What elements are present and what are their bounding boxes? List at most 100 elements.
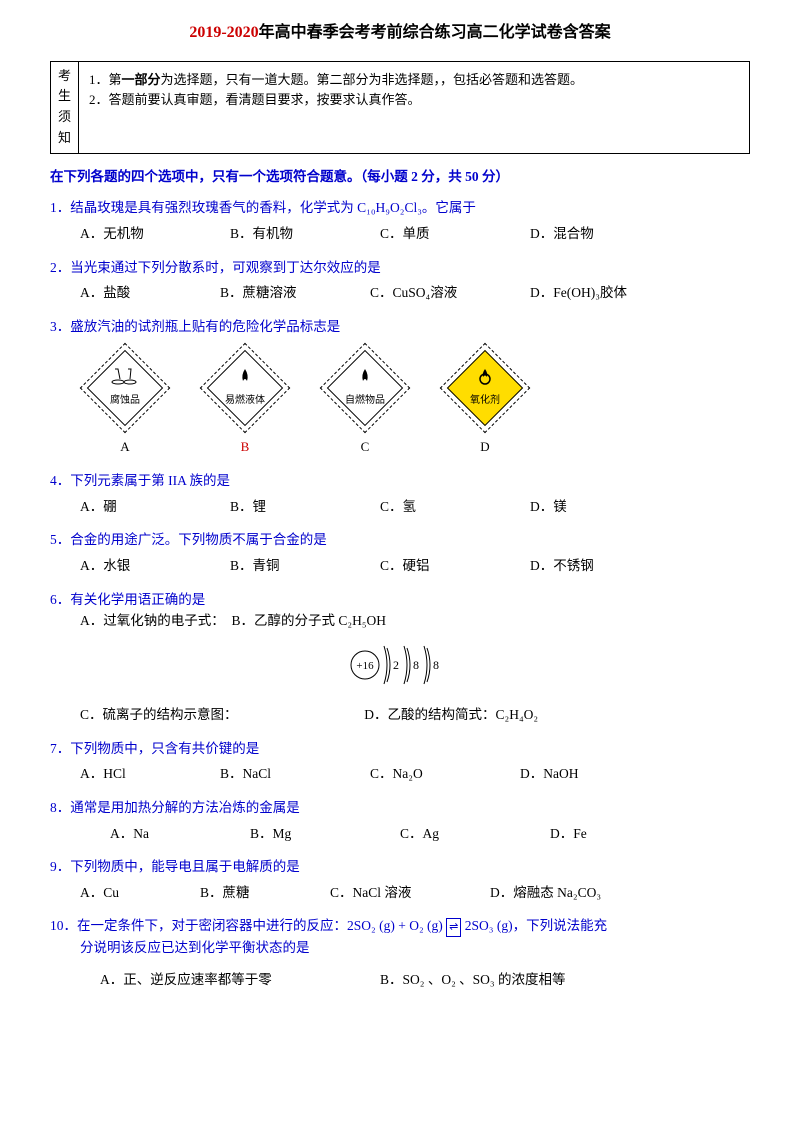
q4-opt-d: D．镁 — [530, 496, 650, 518]
q9-opt-d: D．熔融态 Na₂CO₃ — [490, 882, 610, 904]
question-7: 7．下列物质中，只含有共价键的是 A．HCl B．NaCl C．Na₂O D．N… — [50, 738, 750, 785]
q1-opt-b: B．有机物 — [230, 223, 380, 245]
question-8: 8．通常是用加热分解的方法冶炼的金属是 A．Na B．Mg C．Ag D．Fe — [50, 797, 750, 844]
question-4: 4．下列元素属于第 IIA 族的是 A．硼 B．锂 C．氢 D．镁 — [50, 470, 750, 517]
notice-box: 考 生 须 知 1．第一部分为选择题，只有一道大题。第二部分为非选择题，，包括必… — [50, 61, 750, 154]
q9-opt-a: A．Cu — [80, 882, 200, 904]
notice-char-4: 知 — [58, 128, 71, 149]
hazard-diamonds: 腐蚀品 A 易燃液体 B 自燃物品 — [50, 343, 750, 458]
q4-opt-b: B．锂 — [230, 496, 380, 518]
q10-text: 10．在一定条件下，对于密闭容器中进行的反应：2SO₂ (g) + O₂ (g)… — [50, 915, 750, 937]
diamond-b: 易燃液体 — [200, 343, 290, 433]
question-9: 9．下列物质中，能导电且属于电解质的是 A．Cu B．蔗糖 C．NaCl 溶液 … — [50, 856, 750, 903]
hazard-label-c: C — [361, 437, 370, 458]
q2-opt-d: D．Fe(OH)₃胶体 — [530, 282, 650, 304]
page-title: 2019-2020年高中春季会考考前综合练习高二化学试卷含答案 — [50, 20, 750, 46]
question-3: 3．盛放汽油的试剂瓶上贴有的危险化学品标志是 腐蚀品 A 易燃液体 — [50, 316, 750, 458]
notice-line-2: 2．答题前要认真审题，看清题目要求，按要求认真作答。 — [89, 90, 739, 111]
diamond-a: 腐蚀品 — [80, 343, 170, 433]
q7-opt-d: D．NaOH — [520, 763, 640, 785]
q7-opt-a: A．HCl — [80, 763, 220, 785]
oxidizer-icon — [440, 367, 530, 396]
q4-opt-a: A．硼 — [80, 496, 230, 518]
notice-char-1: 考 — [58, 66, 71, 87]
q9-options: A．Cu B．蔗糖 C．NaCl 溶液 D．熔融态 Na₂CO₃ — [50, 882, 750, 904]
q6-line-ab: A．过氧化钠的电子式： B．乙醇的分子式 C₂H₅OH — [50, 610, 750, 632]
hazard-c: 自燃物品 C — [320, 343, 410, 458]
q6-opt-c: C．硫离子的结构示意图： — [80, 707, 238, 722]
q7-opt-c: C．Na₂O — [370, 763, 520, 785]
diamond-b-text: 易燃液体 — [200, 393, 290, 409]
atom-structure-diagram: +16 2 8 8 — [50, 640, 750, 697]
q8-opt-b: B．Mg — [250, 823, 400, 845]
q1-opt-c: C．单质 — [380, 223, 530, 245]
q9-text: 9．下列物质中，能导电且属于电解质的是 — [50, 856, 750, 878]
q10-options: A．正、逆反应速率都等于零 B．SO₂ 、O₂ 、SO₃ 的浓度相等 — [50, 969, 750, 991]
question-10: 10．在一定条件下，对于密闭容器中进行的反应：2SO₂ (g) + O₂ (g)… — [50, 915, 750, 990]
q6-opt-ab: A．过氧化钠的电子式： B．乙醇的分子式 C₂H₅OH — [80, 613, 386, 628]
q5-options: A．水银 B．青铜 C．硬铝 D．不锈钢 — [50, 555, 750, 577]
hazard-d: 氧化剂 D — [440, 343, 530, 458]
diamond-a-text: 腐蚀品 — [80, 393, 170, 409]
q6-line-cd: C．硫离子的结构示意图： D．乙酸的结构简式：C₂H₄O₂ — [50, 704, 750, 726]
q10-opt-b: B．SO₂ 、O₂ 、SO₃ 的浓度相等 — [380, 969, 566, 991]
notice-char-3: 须 — [58, 107, 71, 128]
notice-left: 考 生 须 知 — [51, 62, 79, 153]
q2-opt-a: A．盐酸 — [80, 282, 220, 304]
notice-right: 1．第一部分为选择题，只有一道大题。第二部分为非选择题，，包括必答题和选答题。 … — [79, 62, 749, 153]
q2-text: 2．当光束通过下列分散系时，可观察到丁达尔效应的是 — [50, 257, 750, 279]
q8-text: 8．通常是用加热分解的方法冶炼的金属是 — [50, 797, 750, 819]
q7-opt-b: B．NaCl — [220, 763, 370, 785]
diamond-d: 氧化剂 — [440, 343, 530, 433]
q5-opt-b: B．青铜 — [230, 555, 380, 577]
svg-text:8: 8 — [433, 658, 439, 672]
q10-text-cont: 分说明该反应已达到化学平衡状态的是 — [50, 937, 750, 959]
svg-text:+16: +16 — [356, 660, 374, 672]
q9-opt-c: C．NaCl 溶液 — [330, 882, 490, 904]
equilibrium-icon: ⇌ — [446, 918, 461, 938]
q5-text: 5．合金的用途广泛。下列物质不属于合金的是 — [50, 529, 750, 551]
q5-opt-d: D．不锈钢 — [530, 555, 650, 577]
question-1: 1．结晶玫瑰是具有强烈玫瑰香气的香料，化学式为 C₁₀H₉O₂Cl₃。它属于 A… — [50, 197, 750, 244]
q10-opt-a: A．正、逆反应速率都等于零 — [100, 969, 380, 991]
diamond-d-text: 氧化剂 — [440, 393, 530, 409]
q2-options: A．盐酸 B．蔗糖溶液 C．CuSO₄溶液 D．Fe(OH)₃胶体 — [50, 282, 750, 304]
q1-opt-d: D．混合物 — [530, 223, 650, 245]
q1-options: A．无机物 B．有机物 C．单质 D．混合物 — [50, 223, 750, 245]
q7-options: A．HCl B．NaCl C．Na₂O D．NaOH — [50, 763, 750, 785]
flame-icon-2 — [320, 367, 410, 396]
diamond-c: 自燃物品 — [320, 343, 410, 433]
hazard-b: 易燃液体 B — [200, 343, 290, 458]
hazard-label-b: B — [241, 437, 250, 458]
sulfur-ion-icon: +16 2 8 8 — [340, 640, 460, 690]
q4-options: A．硼 B．锂 C．氢 D．镁 — [50, 496, 750, 518]
q1-opt-a: A．无机物 — [80, 223, 230, 245]
question-6: 6．有关化学用语正确的是 A．过氧化钠的电子式： B．乙醇的分子式 C₂H₅OH… — [50, 589, 750, 726]
q4-opt-c: C．氢 — [380, 496, 530, 518]
corrosive-icon — [80, 367, 170, 396]
q1-text: 1．结晶玫瑰是具有强烈玫瑰香气的香料，化学式为 C₁₀H₉O₂Cl₃。它属于 — [50, 197, 750, 219]
section-instructions: 在下列各题的四个选项中，只有一个选项符合题意。（每小题 2 分，共 50 分） — [50, 166, 750, 188]
flame-icon — [200, 367, 290, 396]
svg-text:2: 2 — [393, 658, 399, 672]
hazard-label-d: D — [480, 437, 489, 458]
diamond-c-text: 自燃物品 — [320, 393, 410, 409]
question-5: 5．合金的用途广泛。下列物质不属于合金的是 A．水银 B．青铜 C．硬铝 D．不… — [50, 529, 750, 576]
notice-line-1: 1．第一部分为选择题，只有一道大题。第二部分为非选择题，，包括必答题和选答题。 — [89, 70, 739, 91]
q8-opt-c: C．Ag — [400, 823, 550, 845]
q5-opt-a: A．水银 — [80, 555, 230, 577]
q5-opt-c: C．硬铝 — [380, 555, 530, 577]
title-year: 2019-2020 — [189, 24, 258, 41]
hazard-a: 腐蚀品 A — [80, 343, 170, 458]
q8-opt-d: D．Fe — [550, 823, 670, 845]
q7-text: 7．下列物质中，只含有共价键的是 — [50, 738, 750, 760]
q2-opt-b: B．蔗糖溶液 — [220, 282, 370, 304]
q2-opt-c: C．CuSO₄溶液 — [370, 282, 530, 304]
question-2: 2．当光束通过下列分散系时，可观察到丁达尔效应的是 A．盐酸 B．蔗糖溶液 C．… — [50, 257, 750, 304]
q8-opt-a: A．Na — [110, 823, 250, 845]
notice-char-2: 生 — [58, 86, 71, 107]
svg-text:8: 8 — [413, 658, 419, 672]
q8-options: A．Na B．Mg C．Ag D．Fe — [50, 823, 750, 845]
q3-text: 3．盛放汽油的试剂瓶上贴有的危险化学品标志是 — [50, 316, 750, 338]
q6-text: 6．有关化学用语正确的是 — [50, 589, 750, 611]
